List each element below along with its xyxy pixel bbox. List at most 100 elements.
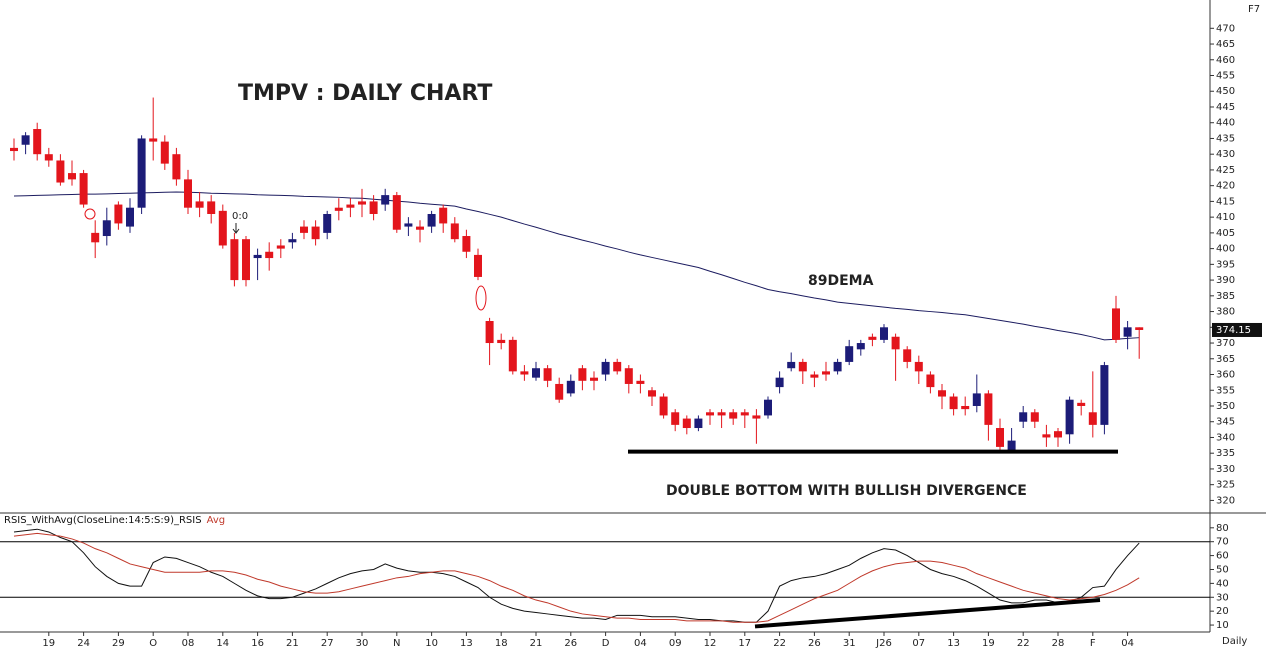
candle-body bbox=[880, 327, 888, 340]
candle-body bbox=[1007, 440, 1016, 451]
y-tick-label: 420 bbox=[1216, 181, 1235, 192]
x-tick-label: 26 bbox=[808, 638, 821, 649]
candle-body bbox=[1088, 412, 1097, 425]
x-tick-label: 22 bbox=[773, 638, 786, 649]
y-tick-label: 345 bbox=[1216, 417, 1235, 428]
candle-body bbox=[358, 201, 366, 205]
x-tick-label: O bbox=[149, 638, 157, 649]
x-tick-label: 28 bbox=[1052, 638, 1065, 649]
y-tick-label: 40 bbox=[1216, 578, 1229, 589]
rsi-line bbox=[13, 528, 1140, 623]
x-tick-label: 17 bbox=[738, 638, 751, 649]
y-tick-label: 390 bbox=[1216, 275, 1235, 286]
candle-body bbox=[68, 173, 76, 180]
candle-body bbox=[601, 361, 610, 375]
candle-body bbox=[1065, 399, 1074, 435]
candle-body bbox=[787, 361, 796, 369]
candle-body bbox=[369, 201, 378, 214]
x-tick-label: 21 bbox=[530, 638, 543, 649]
candle-body bbox=[300, 226, 308, 233]
candle-body bbox=[265, 251, 274, 259]
candle-body bbox=[938, 390, 946, 397]
x-tick-label: 13 bbox=[460, 638, 473, 649]
candle-body bbox=[44, 154, 53, 161]
candle-body bbox=[184, 179, 192, 208]
candle-body bbox=[474, 254, 482, 277]
y-tick-label: 385 bbox=[1216, 291, 1235, 302]
candle-body bbox=[694, 418, 703, 429]
x-tick-label: 08 bbox=[182, 638, 195, 649]
candle-body bbox=[624, 368, 633, 384]
candle-body bbox=[1030, 412, 1039, 422]
candle-body bbox=[949, 396, 958, 410]
candle-body bbox=[334, 207, 343, 211]
y-tick-label: 70 bbox=[1216, 537, 1229, 548]
candle-body bbox=[740, 412, 749, 416]
y-tick-label: 400 bbox=[1216, 244, 1235, 255]
y-tick-label: 455 bbox=[1216, 71, 1235, 82]
x-tick-label: F bbox=[1090, 638, 1096, 649]
candle-body bbox=[137, 138, 146, 208]
x-tick-label: 18 bbox=[495, 638, 508, 649]
chart-title: TMPV : DAILY CHART bbox=[238, 81, 492, 106]
x-tick-label: N bbox=[393, 638, 400, 649]
x-tick-label: 12 bbox=[704, 638, 717, 649]
candle-body bbox=[532, 368, 540, 378]
y-tick-label: 80 bbox=[1216, 523, 1229, 534]
candle-body bbox=[149, 138, 158, 142]
y-tick-label: 335 bbox=[1216, 448, 1235, 459]
candle-body bbox=[497, 339, 506, 344]
candle-body bbox=[613, 361, 622, 372]
corner-label: F7 bbox=[1248, 4, 1260, 15]
y-tick-label: 350 bbox=[1216, 401, 1235, 412]
y-tick-label: 20 bbox=[1216, 606, 1229, 617]
candle-body bbox=[462, 236, 471, 252]
candle-body bbox=[543, 368, 552, 381]
x-tick-label: 07 bbox=[912, 638, 925, 649]
candle-body bbox=[439, 207, 448, 224]
y-tick-label: 325 bbox=[1216, 480, 1235, 491]
y-tick-label: 395 bbox=[1216, 259, 1235, 270]
candle-body bbox=[833, 361, 842, 372]
y-tick-label: 370 bbox=[1216, 338, 1235, 349]
y-tick-label: 430 bbox=[1216, 149, 1235, 160]
candle-body bbox=[1077, 402, 1086, 406]
y-tick-label: 460 bbox=[1216, 55, 1235, 66]
x-tick-label: 13 bbox=[947, 638, 960, 649]
x-tick-label: J26 bbox=[875, 638, 892, 649]
x-tick-label: 09 bbox=[669, 638, 682, 649]
candle-body bbox=[427, 213, 436, 227]
legend-entry: Avg bbox=[207, 515, 226, 526]
series-label: 89DEMA bbox=[808, 273, 874, 289]
y-tick-label: 425 bbox=[1216, 165, 1235, 176]
y-tick-label: 10 bbox=[1216, 620, 1229, 631]
annotation: 0:0 bbox=[232, 211, 248, 222]
candle-body bbox=[79, 173, 88, 205]
candle-body bbox=[172, 154, 181, 180]
candle-body bbox=[33, 129, 42, 155]
x-tick-label: 16 bbox=[251, 638, 264, 649]
candle-body bbox=[868, 336, 877, 340]
candle-body bbox=[996, 428, 1004, 447]
candle-body bbox=[717, 412, 726, 416]
candle-body bbox=[903, 349, 912, 362]
candle-body bbox=[160, 141, 169, 164]
candle-body bbox=[10, 147, 18, 152]
candle-body bbox=[810, 374, 819, 378]
candle-body bbox=[195, 201, 204, 208]
candle-body bbox=[1042, 434, 1051, 438]
y-tick-label: 30 bbox=[1216, 592, 1229, 603]
candle-body bbox=[961, 405, 970, 410]
x-tick-label: 19 bbox=[42, 638, 55, 649]
y-tick-label: 360 bbox=[1216, 370, 1235, 381]
y-tick-label: 380 bbox=[1216, 307, 1235, 318]
candle-body bbox=[230, 239, 239, 281]
candle-body bbox=[590, 377, 598, 381]
x-axis-label: Daily bbox=[1222, 636, 1247, 647]
y-tick-label: 355 bbox=[1216, 385, 1235, 396]
candle-body bbox=[1100, 365, 1109, 425]
x-tick-label: 31 bbox=[843, 638, 856, 649]
x-tick-label: 29 bbox=[112, 638, 125, 649]
candle-body bbox=[926, 374, 935, 388]
